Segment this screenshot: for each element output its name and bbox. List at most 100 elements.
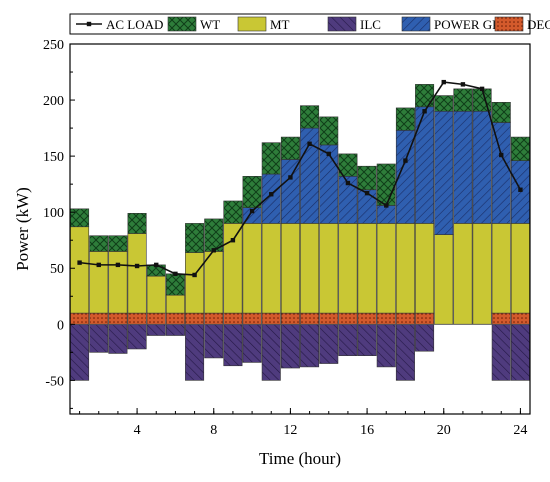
ac-load-point-hour-4 (134, 263, 140, 269)
bar-ilc-hour-18 (395, 323, 415, 381)
bar-wt-hour-14 (319, 116, 339, 146)
bar-mt-hour-12 (280, 223, 300, 314)
y-tick-label: 250 (43, 38, 64, 53)
bar-deg-hour-5 (146, 312, 166, 325)
bar-power-grid-hour-17 (376, 205, 396, 224)
bar-mt-hour-20 (434, 234, 454, 325)
bar-wt-hour-12 (280, 136, 300, 160)
bar-wt-hour-16 (357, 165, 377, 191)
bar-mt-hour-3 (108, 251, 128, 314)
legend: AC LOAD WT MT ILC POWER GRID DEG (69, 13, 550, 35)
bar-wt-hour-2 (89, 235, 109, 252)
bar-power-grid-hour-19 (415, 106, 435, 224)
ac-load-point-hour-22 (479, 86, 485, 92)
bar-power-grid-hour-21 (453, 110, 473, 224)
y-tick-label: 50 (50, 262, 64, 277)
plot-area-frame (69, 43, 531, 415)
ac-load-point-hour-12 (288, 175, 293, 180)
bars-layer (70, 84, 530, 381)
bar-mt-hour-5 (146, 275, 166, 314)
bar-wt-hour-21 (453, 88, 473, 112)
bar-ilc-hour-1 (70, 323, 90, 381)
ac-load-series (77, 79, 523, 278)
legend-label-deg: DEG (527, 17, 550, 32)
bar-ilc-hour-9 (223, 323, 243, 367)
bar-deg-hour-11 (261, 312, 281, 325)
x-tick-label: 16 (360, 423, 374, 438)
bar-wt-hour-10 (242, 176, 262, 208)
bar-ilc-hour-13 (300, 323, 320, 368)
legend-label-power-grid: POWER GRID (434, 17, 515, 32)
bar-mt-hour-18 (395, 223, 415, 314)
ac-load-point-hour-15 (345, 180, 351, 186)
bar-mt-hour-16 (357, 223, 377, 314)
bar-power-grid-hour-24 (510, 160, 530, 224)
bar-power-grid-hour-11 (261, 173, 281, 224)
bar-mt-hour-4 (127, 233, 147, 314)
bar-ilc-hour-8 (204, 323, 224, 359)
bar-deg-hour-17 (376, 312, 396, 325)
bar-ilc-hour-16 (357, 323, 377, 356)
bar-deg-hour-4 (127, 312, 147, 325)
bar-mt-hour-8 (204, 251, 224, 314)
bar-deg-hour-3 (108, 312, 128, 325)
bar-ilc-hour-19 (415, 323, 435, 352)
ac-load-point-hour-9 (230, 238, 236, 243)
y-tick-label: 100 (43, 206, 64, 221)
ac-load-point-hour-17 (384, 203, 389, 208)
bar-deg-hour-14 (319, 312, 339, 325)
bar-mt-hour-10 (242, 223, 262, 314)
ac-load-point-hour-24 (518, 187, 523, 192)
bar-deg-hour-16 (357, 312, 377, 325)
bar-power-grid-hour-12 (280, 159, 300, 224)
legend-swatch-deg (494, 16, 524, 32)
x-tick-label: 8 (210, 423, 217, 438)
ac-load-point-hour-14 (326, 151, 331, 157)
bar-deg-hour-6 (165, 312, 185, 325)
ac-load-point-hour-5 (154, 262, 159, 268)
bar-wt-hour-24 (510, 136, 530, 161)
bar-ilc-hour-24 (510, 323, 530, 381)
bar-wt-hour-11 (261, 142, 281, 175)
bar-wt-hour-17 (376, 163, 396, 206)
bar-mt-hour-6 (165, 294, 185, 314)
bar-deg-hour-2 (89, 312, 109, 325)
ac-load-point-hour-21 (460, 82, 466, 87)
y-tick-label: -50 (45, 374, 64, 389)
legend-label-ac-load: AC LOAD (106, 17, 163, 32)
y-tick-label: 0 (57, 318, 64, 333)
legend-swatch-power-grid (401, 16, 431, 32)
bar-power-grid-hour-20 (434, 110, 454, 235)
bar-power-grid-hour-23 (491, 122, 511, 224)
bar-mt-hour-13 (300, 223, 320, 314)
bar-ilc-hour-11 (261, 323, 281, 381)
y-tick-label: 150 (43, 150, 64, 165)
bar-ilc-hour-6 (165, 323, 185, 336)
bar-deg-hour-12 (280, 312, 300, 325)
bar-wt-hour-7 (185, 223, 205, 253)
bar-mt-hour-7 (185, 252, 205, 314)
bar-mt-hour-11 (261, 223, 281, 314)
bar-mt-hour-22 (472, 223, 492, 325)
bar-deg-hour-19 (415, 312, 435, 325)
legend-label-ilc: ILC (360, 17, 381, 32)
bar-wt-hour-9 (223, 200, 243, 224)
bar-mt-hour-19 (415, 223, 435, 314)
bar-deg-hour-15 (338, 312, 358, 325)
ac-load-point-hour-18 (403, 158, 408, 163)
ac-load-point-hour-16 (364, 190, 370, 196)
bar-deg-hour-8 (204, 312, 224, 325)
bar-wt-hour-6 (165, 273, 185, 296)
ac-load-point-hour-13 (307, 141, 312, 146)
bar-mt-hour-17 (376, 223, 396, 314)
bar-mt-hour-24 (510, 223, 530, 314)
legend-swatch-ilc (327, 16, 357, 32)
bar-wt-hour-15 (338, 153, 358, 177)
bar-mt-hour-2 (89, 251, 109, 314)
bar-ilc-hour-15 (338, 323, 358, 356)
bar-deg-hour-7 (185, 312, 205, 325)
ac-load-point-hour-2 (96, 262, 101, 268)
ac-load-point-hour-6 (173, 271, 178, 277)
bar-wt-hour-18 (395, 107, 415, 131)
bar-mt-hour-14 (319, 223, 339, 314)
